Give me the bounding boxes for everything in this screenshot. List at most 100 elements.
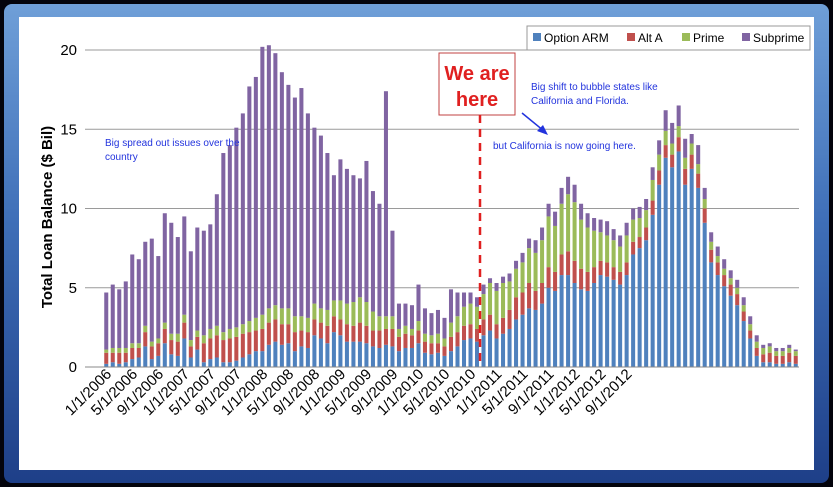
bar-segment bbox=[325, 309, 330, 326]
bar-segment bbox=[409, 347, 414, 367]
bar-segment bbox=[344, 324, 349, 342]
legend: Option ARM Alt A Prime Subprime bbox=[526, 25, 811, 51]
bar-segment bbox=[305, 332, 310, 348]
bar-segment bbox=[351, 341, 356, 367]
bar-segment bbox=[735, 279, 740, 288]
bar-segment bbox=[767, 352, 772, 363]
bar-segment bbox=[475, 306, 480, 329]
bar-segment bbox=[533, 309, 538, 367]
bar-segment bbox=[175, 341, 180, 356]
bar-segment bbox=[787, 362, 792, 367]
bar-segment bbox=[676, 105, 681, 127]
bar-segment bbox=[390, 328, 395, 347]
bar-segment bbox=[221, 153, 226, 333]
bar-segment bbox=[292, 97, 297, 317]
bar-segment bbox=[624, 235, 629, 263]
bar-segment bbox=[208, 338, 213, 360]
bar-segment bbox=[553, 271, 558, 291]
bar-segment bbox=[722, 275, 727, 287]
bar-segment bbox=[377, 347, 382, 367]
bar-segment bbox=[201, 230, 206, 336]
bar-segment bbox=[208, 359, 213, 367]
loan-balance-chart: 0 5 10 15 20 1/1/20065/1/20069/1/20061/1/200… bbox=[39, 25, 811, 419]
bar-segment bbox=[501, 276, 506, 283]
bar-segment bbox=[221, 362, 226, 367]
bar-segment bbox=[657, 184, 662, 367]
bar-segment bbox=[201, 343, 206, 363]
bar-segment bbox=[754, 347, 759, 356]
bar-segment bbox=[396, 328, 401, 337]
bar-segment bbox=[175, 237, 180, 334]
bar-segment bbox=[325, 325, 330, 344]
bar-segment bbox=[722, 259, 727, 269]
bar-segment bbox=[461, 292, 467, 307]
bar-segment bbox=[559, 203, 564, 255]
bar-segment bbox=[104, 292, 109, 350]
bar-segment bbox=[104, 363, 109, 367]
bar-segment bbox=[774, 347, 779, 352]
bar-segment bbox=[507, 328, 512, 367]
bar-segment bbox=[253, 317, 258, 331]
bar-segment bbox=[585, 271, 590, 291]
bar-segment bbox=[709, 232, 714, 242]
bar-segment bbox=[149, 238, 154, 342]
bar-segment bbox=[305, 347, 310, 367]
bar-segment bbox=[709, 241, 714, 250]
bar-segment bbox=[188, 346, 193, 358]
stacked-bars bbox=[104, 45, 798, 368]
bar-segment bbox=[715, 262, 720, 276]
chart-panel: 0 5 10 15 20 1/1/2006 5/1/2006 9/1/2006 1/1/200… bbox=[19, 17, 814, 470]
bar-segment bbox=[780, 347, 785, 352]
bar-segment bbox=[273, 305, 278, 320]
y-tick-label: 0 bbox=[69, 359, 77, 376]
legend-label: Option ARM bbox=[544, 31, 609, 45]
bar-segment bbox=[136, 347, 141, 358]
bar-segment bbox=[169, 333, 174, 341]
bar-segment bbox=[143, 325, 148, 333]
annotation-arrow-head bbox=[537, 125, 548, 135]
bar-segment bbox=[325, 343, 330, 367]
bar-segment bbox=[156, 355, 161, 367]
bar-segment bbox=[396, 303, 401, 329]
bar-segment bbox=[631, 254, 636, 367]
bar-segment bbox=[787, 344, 792, 348]
bar-segment bbox=[702, 187, 707, 199]
bar-segment bbox=[767, 362, 772, 367]
bar-segment bbox=[540, 227, 545, 241]
bar-segment bbox=[299, 346, 304, 367]
bar-segment bbox=[422, 341, 427, 353]
bar-segment bbox=[390, 346, 395, 367]
bar-segment bbox=[331, 316, 336, 333]
bar-segment bbox=[240, 333, 245, 358]
bar-segment bbox=[644, 240, 649, 367]
bar-segment bbox=[169, 340, 174, 355]
bar-segment bbox=[475, 297, 480, 307]
bar-segment bbox=[533, 240, 538, 253]
bar-segment bbox=[683, 168, 688, 185]
bar-segment bbox=[156, 338, 161, 344]
bar-segment bbox=[702, 208, 707, 223]
bar-segment bbox=[670, 167, 675, 367]
bar-segment bbox=[156, 256, 161, 339]
bar-segment bbox=[442, 346, 447, 356]
bar-segment bbox=[676, 151, 681, 367]
bar-segment bbox=[455, 332, 460, 347]
bar-segment bbox=[188, 340, 193, 347]
bar-segment bbox=[631, 241, 636, 255]
bar-segment bbox=[409, 335, 414, 348]
bar-segment bbox=[566, 194, 571, 252]
bar-segment bbox=[435, 352, 440, 367]
bar-segment bbox=[312, 335, 317, 367]
bar-segment bbox=[481, 319, 486, 336]
bar-segment bbox=[618, 246, 623, 272]
bar-segment bbox=[475, 341, 480, 367]
bar-segment bbox=[227, 362, 232, 367]
bar-segment bbox=[312, 303, 317, 320]
bar-segment bbox=[208, 224, 213, 329]
bar-segment bbox=[488, 330, 493, 367]
bar-segment bbox=[162, 322, 167, 329]
bar-segment bbox=[793, 349, 798, 352]
bar-segment bbox=[234, 336, 239, 361]
bar-segment bbox=[416, 321, 421, 331]
bar-segment bbox=[364, 343, 369, 367]
